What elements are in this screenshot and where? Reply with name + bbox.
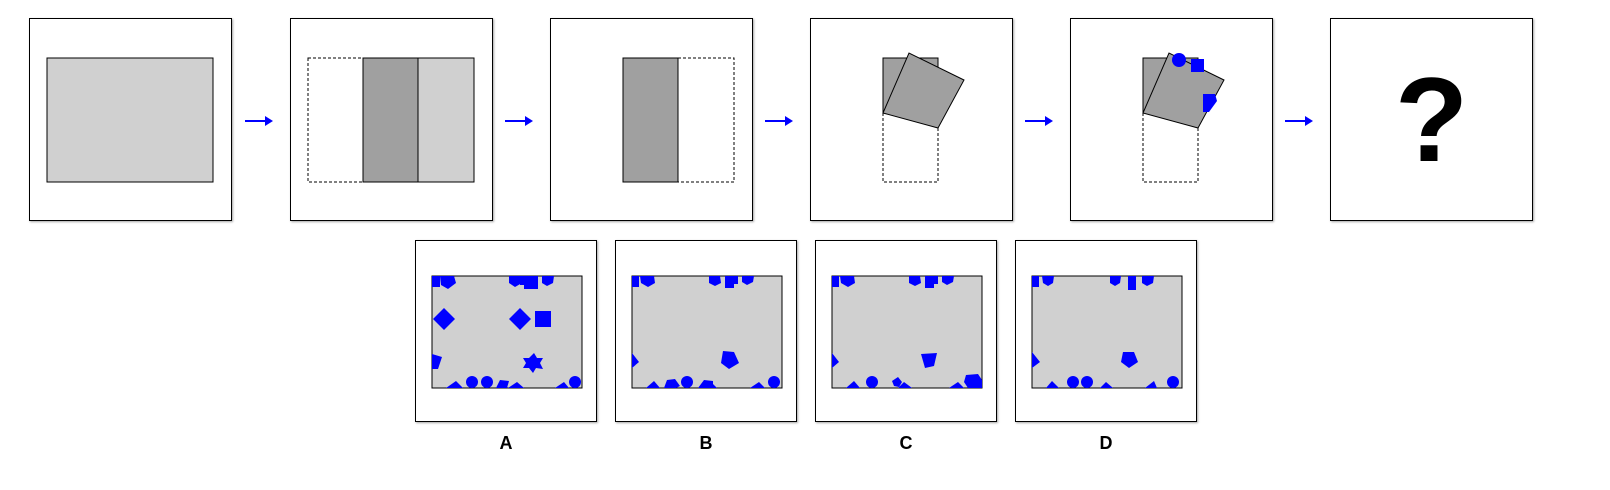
- option-c-label: C: [899, 433, 913, 453]
- option-c-panel[interactable]: [815, 240, 997, 422]
- punch-hole-square: [1191, 59, 1204, 72]
- option-b-panel[interactable]: [615, 240, 797, 422]
- question-mark: ?: [1394, 52, 1469, 187]
- arrow-right-icon: [1285, 116, 1313, 126]
- option-b-label: B: [699, 433, 713, 453]
- option-a-unfolded-sheet: [431, 275, 583, 389]
- arrow-right-icon: [765, 116, 793, 126]
- step-3-second-fold: [622, 57, 735, 183]
- step-2-panel: [290, 18, 493, 221]
- step-5-panel: [1070, 18, 1273, 221]
- arrow-right-icon: [505, 116, 533, 126]
- option-d-panel[interactable]: [1015, 240, 1197, 422]
- step-3-panel: [550, 18, 753, 221]
- arrow-right-icon: [1025, 116, 1053, 126]
- option-c-unfolded-sheet: [831, 275, 983, 389]
- step-4-panel: [810, 18, 1013, 221]
- answer-panel: ?: [1330, 18, 1533, 221]
- option-b-unfolded-sheet: [631, 275, 783, 389]
- punch-hole-circle: [1172, 53, 1186, 67]
- step-4-diagonal-fold: [882, 52, 965, 183]
- punch-hole-pentagon: [1203, 94, 1217, 112]
- step-1-panel: [29, 18, 232, 221]
- option-a-label: A: [499, 433, 513, 453]
- arrow-right-icon: [245, 116, 273, 126]
- step-2-first-fold: [307, 57, 475, 183]
- step-1-unfolded-sheet: [46, 57, 214, 183]
- step-5-punched: [1142, 52, 1225, 183]
- option-d-unfolded-sheet: [1031, 275, 1183, 389]
- option-d-label: D: [1099, 433, 1113, 453]
- option-a-panel[interactable]: [415, 240, 597, 422]
